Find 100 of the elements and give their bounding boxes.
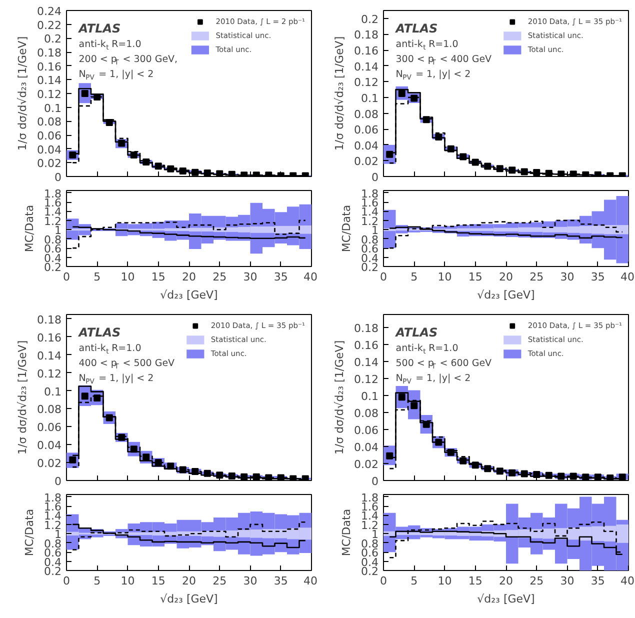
y-tick-label: 0.2 xyxy=(44,32,62,46)
y-tick-label: 0.06 xyxy=(37,421,62,434)
y-tick-label: 0.08 xyxy=(37,403,62,416)
y-axis-title: MC/Data xyxy=(340,204,354,252)
y-tick-label: 0 xyxy=(372,171,378,184)
x-axis-title: √d₂₃ [GeV] xyxy=(160,592,218,606)
x-axis-title: √d₂₃ [GeV] xyxy=(160,288,218,302)
y-tick-label: 0.04 xyxy=(354,440,379,454)
x-tick-label: 10 xyxy=(120,270,135,284)
y-tick-label: 0.1 xyxy=(44,102,62,115)
annotation: ATLAS xyxy=(78,22,121,36)
y-tick-label: 0.14 xyxy=(354,60,379,74)
x-tick-label: 15 xyxy=(468,574,482,588)
y-tick-label: 0.06 xyxy=(37,130,62,142)
x-tick-label: 10 xyxy=(438,270,452,284)
y-tick-label: 0.08 xyxy=(354,406,379,420)
y-tick-label: 0 xyxy=(372,475,378,488)
y-tick-label: 0.18 xyxy=(37,313,62,326)
y-tick-label: 0.14 xyxy=(354,356,379,369)
y-tick-label: 0.16 xyxy=(354,338,379,352)
y-tick-label: 0.04 xyxy=(37,439,62,452)
x-tick-label: 5 xyxy=(94,270,101,284)
y-tick-label: 0.18 xyxy=(354,28,379,42)
y-tick-label: 0.12 xyxy=(37,367,62,380)
x-tick-label: 15 xyxy=(468,270,482,284)
y-tick-label: 0 xyxy=(54,171,62,184)
y-axis-title: 1/σ dσ/d√d₂₃ [1/GeV] xyxy=(333,340,346,455)
y-tick-label: 0.02 xyxy=(37,157,62,170)
y-tick-label: 0.22 xyxy=(37,18,62,32)
y-axis-title: 1/σ dσ/d√d₂₃ [1/GeV] xyxy=(333,36,346,151)
x-tick-label: 25 xyxy=(530,270,544,284)
x-tick-label: 0 xyxy=(63,270,70,284)
y-tick-label: 0.02 xyxy=(37,457,62,470)
y-tick-label: 0.12 xyxy=(37,88,62,101)
x-tick-label: 35 xyxy=(274,270,288,284)
y-tick-label: 0.18 xyxy=(354,322,379,335)
x-tick-label: 30 xyxy=(560,270,574,284)
x-tick-label: 10 xyxy=(438,574,452,588)
y-axis-title: 1/σ dσ/d√d₂₃ [1/GeV] xyxy=(16,340,30,455)
y-tick-label: 0.12 xyxy=(354,76,379,90)
y-tick-label: 0.1 xyxy=(361,390,379,403)
x-tick-label: 40 xyxy=(304,270,318,284)
y-axis-title: MC/Data xyxy=(340,508,354,556)
y-tick-label: 0.2 xyxy=(44,565,62,578)
y-tick-label: 0.1 xyxy=(361,92,379,105)
x-tick-label: 40 xyxy=(620,270,635,284)
x-tick-label: 20 xyxy=(182,574,196,588)
x-tick-label: 0 xyxy=(63,574,70,588)
y-tick-label: 0.18 xyxy=(37,46,62,60)
y-tick-label: 0 xyxy=(54,475,62,488)
x-tick-label: 20 xyxy=(499,574,513,588)
annotation: ATLAS xyxy=(394,326,438,340)
x-tick-label: 35 xyxy=(274,574,288,588)
x-tick-label: 40 xyxy=(304,574,318,588)
x-tick-label: 35 xyxy=(590,270,605,284)
x-tick-label: 20 xyxy=(182,270,196,284)
x-tick-label: 5 xyxy=(410,574,418,588)
x-tick-label: 40 xyxy=(620,574,635,588)
y-axis-title: 1/σ dσ/d√d₂₃ [1/GeV] xyxy=(16,36,30,151)
x-tick-label: 30 xyxy=(243,270,258,284)
x-tick-label: 10 xyxy=(120,574,135,588)
y-tick-label: 0.1 xyxy=(44,385,62,398)
y-tick-label: 0.2 xyxy=(44,261,62,274)
y-tick-label: 0.16 xyxy=(354,44,379,58)
x-tick-label: 25 xyxy=(530,574,544,588)
y-axis-title: MC/Data xyxy=(23,508,36,556)
x-tick-label: 15 xyxy=(151,270,166,284)
y-tick-label: 0.24 xyxy=(37,5,62,18)
y-tick-label: 0.2 xyxy=(361,565,379,578)
x-tick-label: 0 xyxy=(380,574,387,588)
y-tick-label: 0.12 xyxy=(354,372,379,386)
y-tick-label: 0.06 xyxy=(354,124,379,137)
x-tick-label: 25 xyxy=(212,574,227,588)
annotation: ATLAS xyxy=(78,326,121,340)
x-tick-label: 25 xyxy=(212,270,227,284)
y-tick-label: 0.06 xyxy=(354,424,379,437)
y-tick-label: 0.02 xyxy=(354,458,379,471)
y-tick-label: 0.04 xyxy=(37,143,62,156)
y-tick-label: 0.2 xyxy=(361,12,379,26)
x-tick-label: 20 xyxy=(499,270,513,284)
x-tick-label: 30 xyxy=(243,574,258,588)
x-axis-title: √d₂₃ [GeV] xyxy=(477,288,535,302)
x-tick-label: 5 xyxy=(94,574,101,588)
y-tick-label: 0.16 xyxy=(37,60,62,74)
y-tick-label: 0.08 xyxy=(354,108,379,121)
x-tick-label: 15 xyxy=(151,574,166,588)
y-tick-label: 0.16 xyxy=(37,331,62,344)
y-tick-label: 0.08 xyxy=(37,116,62,129)
y-axis-title: MC/Data xyxy=(23,204,36,252)
x-tick-label: 5 xyxy=(410,270,418,284)
y-tick-label: 0.14 xyxy=(37,349,62,362)
x-tick-label: 30 xyxy=(560,574,574,588)
y-tick-label: 0.2 xyxy=(361,261,379,274)
x-tick-label: 0 xyxy=(380,270,387,284)
y-tick-label: 0.04 xyxy=(354,139,379,152)
y-tick-label: 0.14 xyxy=(37,74,62,88)
y-tick-label: 0.02 xyxy=(354,155,379,168)
annotation: ATLAS xyxy=(394,22,438,36)
x-axis-title: √d₂₃ [GeV] xyxy=(477,592,535,606)
x-tick-label: 35 xyxy=(590,574,605,588)
